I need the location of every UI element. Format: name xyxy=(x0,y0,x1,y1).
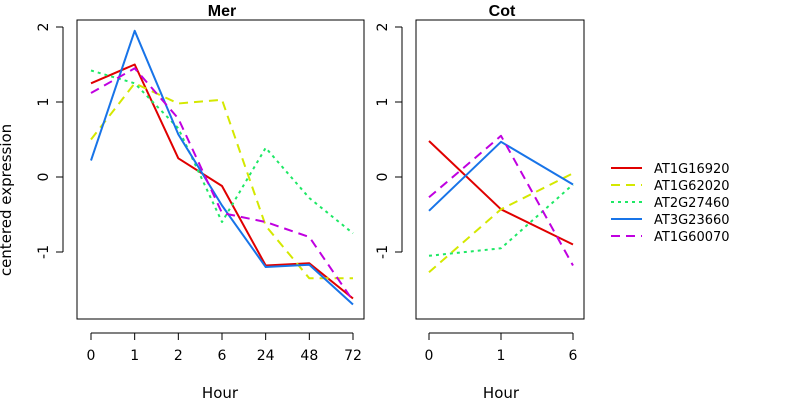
cot-series-at1g60070-line xyxy=(428,134,574,266)
mer-series-at3g23660-line xyxy=(90,29,354,306)
cot-y-tick-label: 0 xyxy=(375,173,391,182)
cot-x-tick-label: 0 xyxy=(425,348,434,364)
panel-mer-x-label: Hour xyxy=(202,384,239,400)
mer-y-tick-label: 1 xyxy=(36,98,52,107)
mer-y-tick-label: 2 xyxy=(36,23,52,32)
mer-x-tick-label: 1 xyxy=(130,348,139,364)
mer-series-at1g16920-line xyxy=(90,63,354,300)
panel-mer-x-axis: 0 1 2 6 24 48 72 xyxy=(87,332,362,364)
panel-cot: Cot 0 1 6 -1 0 1 2 Hour xyxy=(375,3,585,400)
mer-y-tick-label: -1 xyxy=(36,245,52,259)
legend-label-at2g27460: AT2G27460 xyxy=(654,196,730,211)
panel-mer: Mer 0 1 2 6 24 48 72 -1 0 1 2 Hour xyxy=(36,3,365,400)
mer-x-tick-label: 48 xyxy=(300,348,318,364)
legend-label-at1g16920: AT1G16920 xyxy=(654,162,730,177)
panel-mer-series xyxy=(90,29,354,306)
panel-cot-series xyxy=(428,134,574,274)
cot-series-at2g27460-line xyxy=(428,183,574,257)
mer-x-tick-label: 2 xyxy=(174,348,183,364)
y-axis-label: centered expression xyxy=(0,124,15,276)
mer-series-at1g62020-line xyxy=(90,82,353,280)
panel-cot-title: Cot xyxy=(489,3,516,20)
panel-cot-y-axis: -1 0 1 2 xyxy=(375,23,403,259)
cot-y-tick-label: -1 xyxy=(375,245,391,259)
legend-label-at1g60070: AT1G60070 xyxy=(654,230,730,245)
mer-x-tick-label: 6 xyxy=(218,348,227,364)
mer-series-at2g27460-line xyxy=(90,69,354,235)
legend-label-at3g23660: AT3G23660 xyxy=(654,213,730,228)
panel-cot-frame xyxy=(415,19,585,320)
cot-series-at3g23660-line xyxy=(428,140,574,212)
panel-mer-y-axis: -1 0 1 2 xyxy=(36,23,64,259)
cot-y-tick-label: 2 xyxy=(375,23,391,32)
panel-mer-frame xyxy=(76,19,365,320)
legend-label-at1g62020: AT1G62020 xyxy=(654,179,730,194)
panel-mer-title: Mer xyxy=(208,3,236,20)
mer-y-tick-label: 0 xyxy=(36,173,52,182)
cot-series-at1g16920-line xyxy=(428,140,574,246)
mer-x-tick-label: 24 xyxy=(257,348,275,364)
legend: AT1G16920 AT1G62020 AT2G27460 AT3G23660 AT1G… xyxy=(611,162,730,245)
panel-cot-x-label: Hour xyxy=(483,384,520,400)
mer-x-tick-label: 0 xyxy=(87,348,96,364)
mer-series-at1g60070-line xyxy=(90,67,354,302)
cot-series-at1g62020-line xyxy=(428,172,574,274)
cot-y-tick-label: 1 xyxy=(375,98,391,107)
cot-x-tick-label: 6 xyxy=(569,348,578,364)
mer-x-tick-label: 72 xyxy=(344,348,362,364)
cot-x-tick-label: 1 xyxy=(497,348,506,364)
panel-cot-x-axis: 0 1 6 xyxy=(425,332,578,364)
